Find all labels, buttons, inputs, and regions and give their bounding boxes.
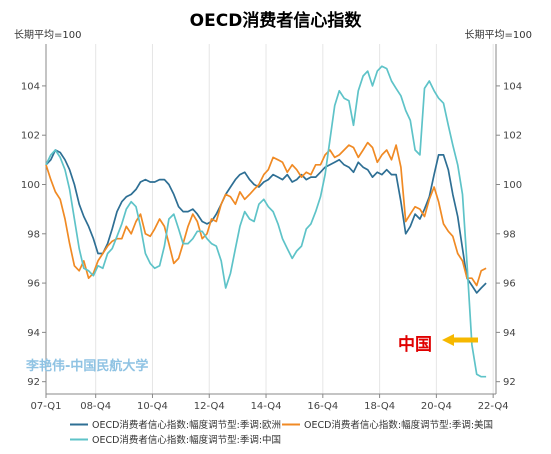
legend-label: OECD消费者信心指数:幅度调节型:季调:中国 <box>92 434 281 446</box>
watermark: 李艳伟-中国民航大学 <box>25 358 148 374</box>
left-y-tick-label: 102 <box>21 131 40 142</box>
arrow-left-icon <box>442 334 478 346</box>
right-y-tick-label: 98 <box>503 229 516 240</box>
left-y-tick-label: 94 <box>27 328 40 339</box>
chart-title: OECD消费者信心指数 <box>189 11 362 31</box>
annotation-china-label: 中国 <box>398 334 432 355</box>
right-axis-unit: 长期平均=100 <box>465 29 532 41</box>
series-line-1 <box>45 141 487 287</box>
left-y-tick-label: 104 <box>21 81 40 92</box>
legend-label: OECD消费者信心指数:幅度调节型:季调:美国 <box>304 419 493 431</box>
series-lines <box>45 65 487 378</box>
right-y-tick-label: 100 <box>503 180 522 191</box>
left-y-tick-label: 100 <box>21 180 40 191</box>
left-y-tick-label: 92 <box>27 377 40 388</box>
x-tick-label: 07-Q1 <box>31 401 62 412</box>
right-y-tick-label: 94 <box>503 328 516 339</box>
x-tick-label: 12-Q4 <box>194 401 225 412</box>
right-y-tick-label: 102 <box>503 131 522 142</box>
x-tick-label: 20-Q4 <box>421 401 452 412</box>
x-tick-label: 18-Q4 <box>364 401 395 412</box>
axes: 长期平均=100 长期平均=100 07-Q1 08-Q4 10-Q4 12-Q4 14… <box>14 29 532 412</box>
legend: OECD消费者信心指数:幅度调节型:季调:欧洲 OECD消费者信心指数:幅度调节型… <box>70 419 493 446</box>
x-tick-label: 08-Q4 <box>80 401 111 412</box>
x-tick-label: 10-Q4 <box>137 401 168 412</box>
legend-label: OECD消费者信心指数:幅度调节型:季调:欧洲 <box>92 419 281 431</box>
annotation: 中国 <box>398 334 478 355</box>
right-y-tick-label: 104 <box>503 81 522 92</box>
x-tick-label: 22-Q4 <box>478 401 509 412</box>
x-tick-label: 14-Q4 <box>251 401 282 412</box>
right-y-tick-label: 92 <box>503 377 516 388</box>
right-y-tick-label: 96 <box>503 279 516 290</box>
left-y-tick-label: 98 <box>27 229 40 240</box>
series-line-2 <box>45 65 487 378</box>
left-axis-unit: 长期平均=100 <box>14 29 81 41</box>
x-tick-label: 16-Q4 <box>307 401 338 412</box>
series-line-0 <box>45 149 487 294</box>
left-y-tick-label: 96 <box>27 279 40 290</box>
